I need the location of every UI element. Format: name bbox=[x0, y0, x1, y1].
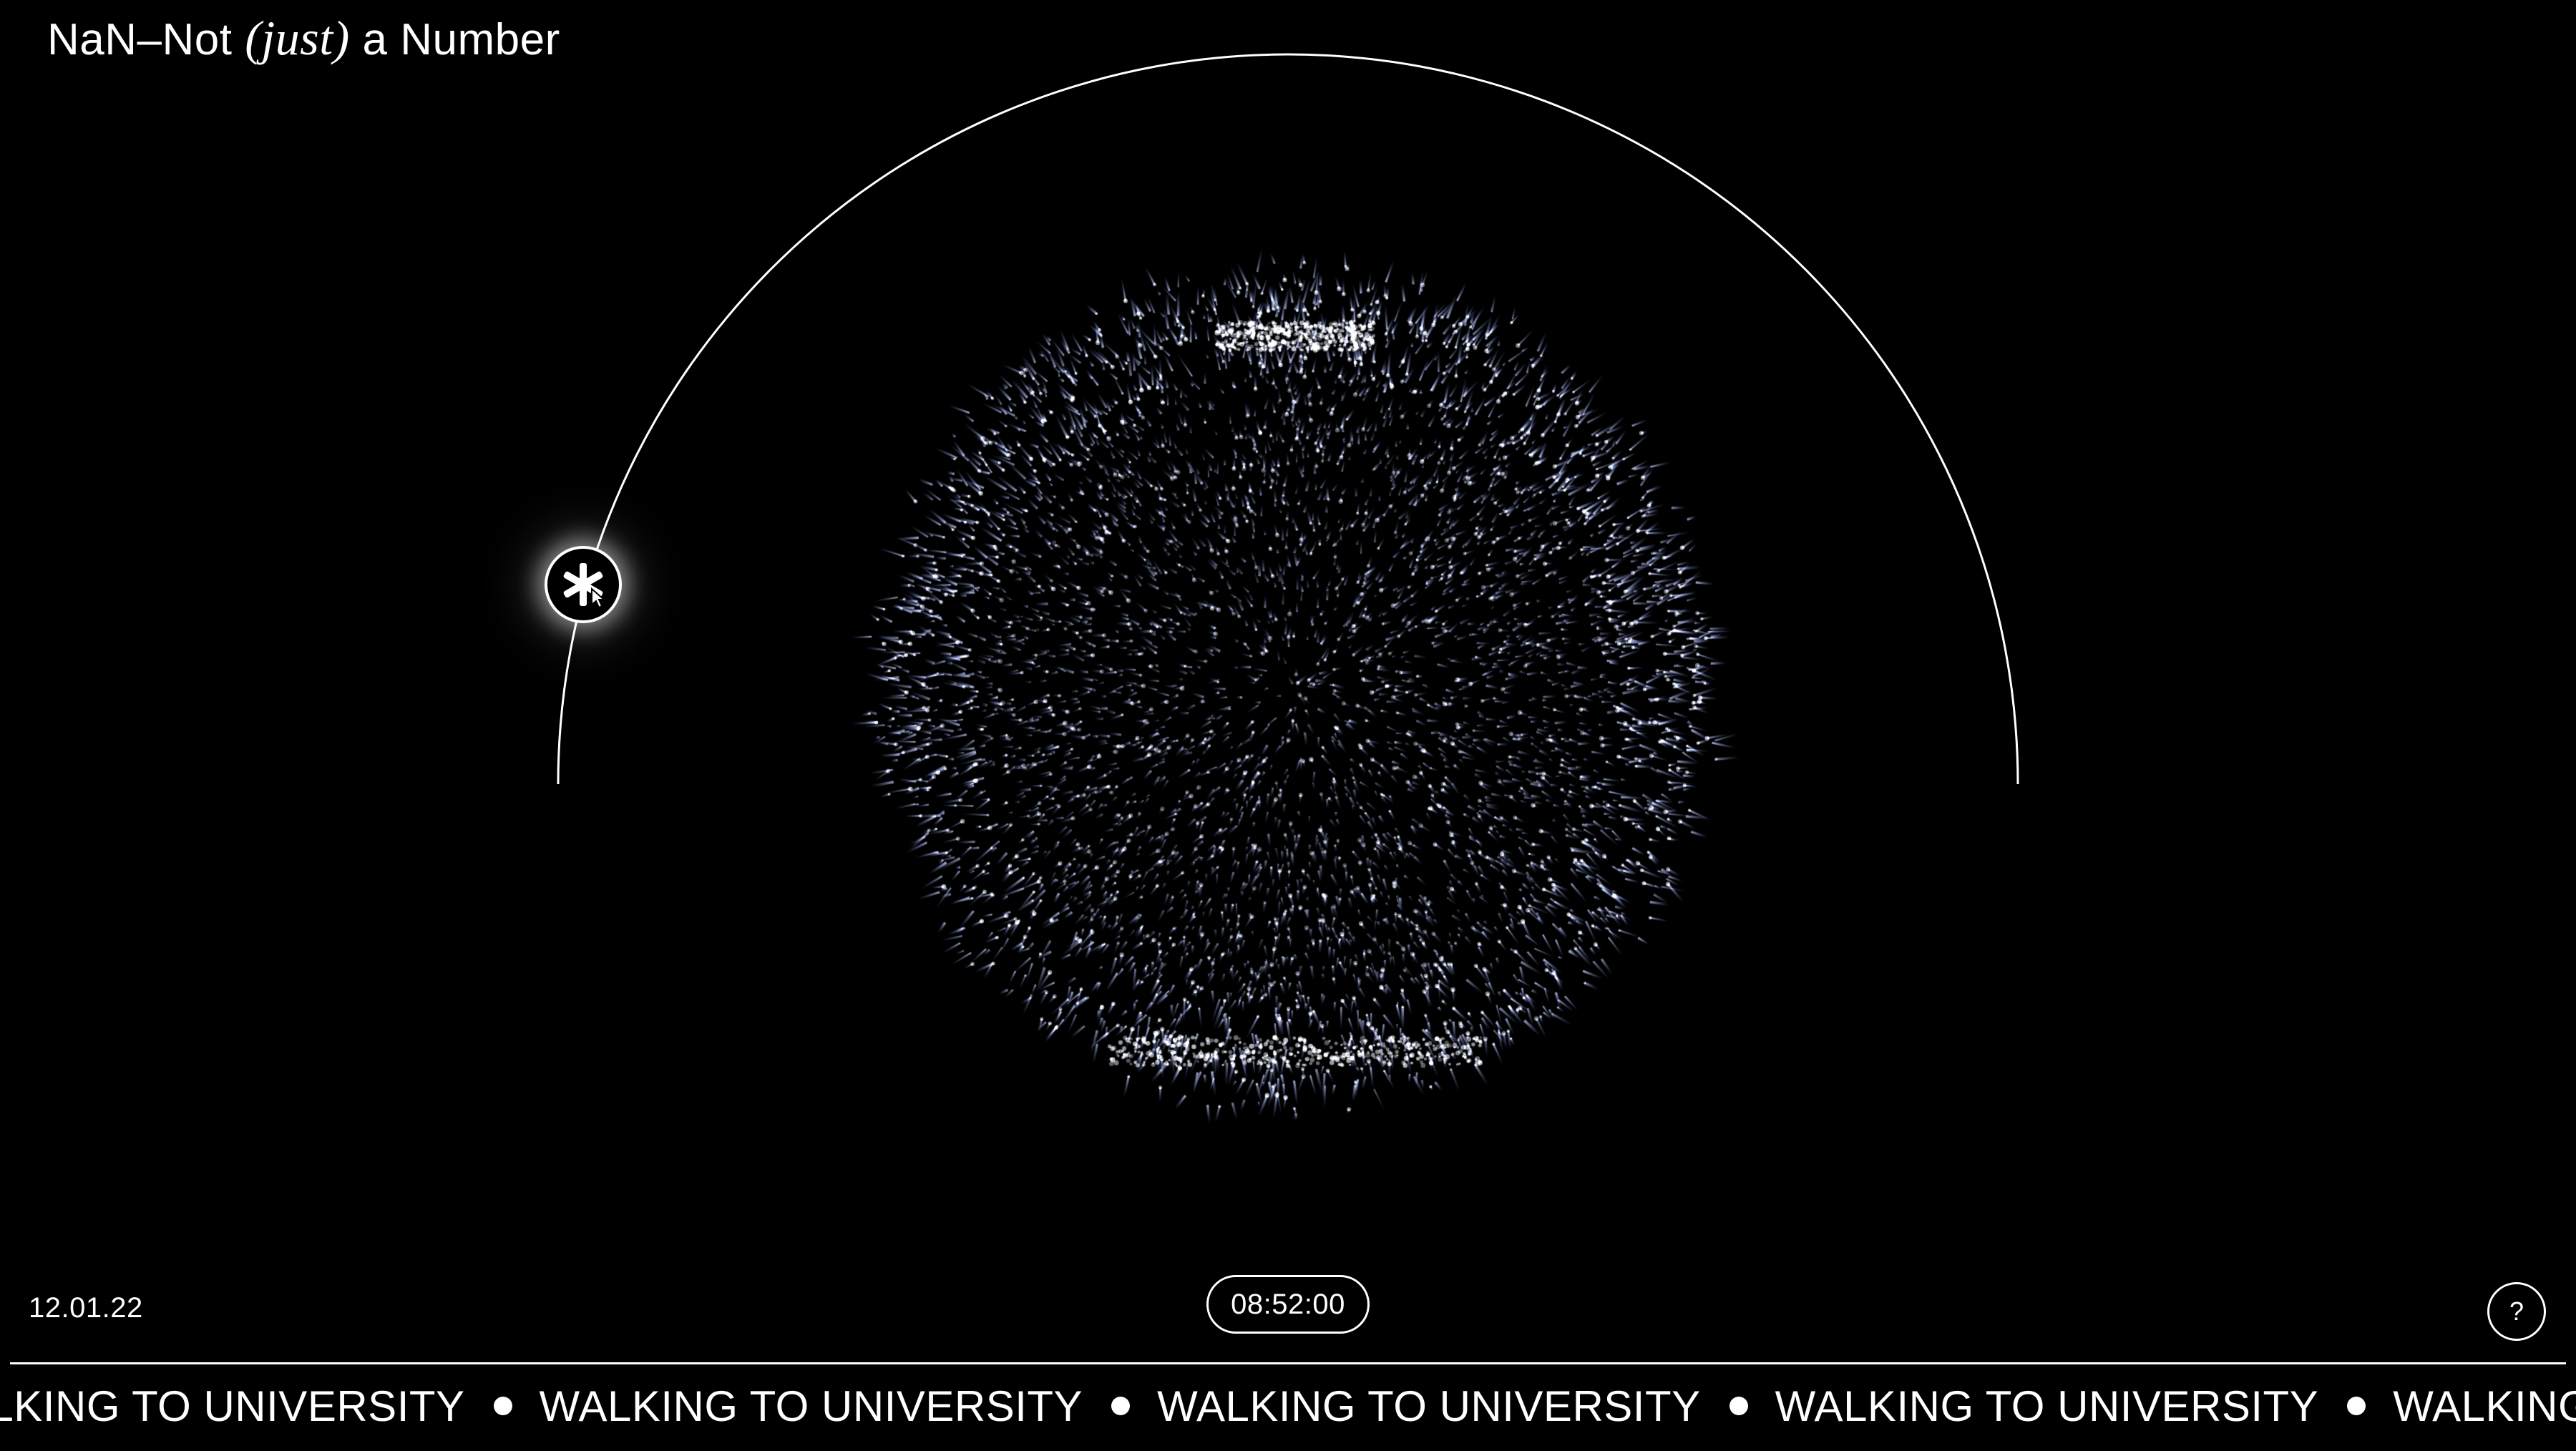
marquee-item: WALKING TO UNIVERSITY bbox=[1775, 1382, 2394, 1431]
marquee-track: WALKING TO UNIVERSITY WALKING TO UNIVERS… bbox=[0, 1381, 2576, 1431]
help-button[interactable]: ? bbox=[2487, 1282, 2546, 1341]
marquee-item: WALKING TO UNIVERSITY bbox=[2393, 1382, 2576, 1431]
marquee-item: WALKING TO UNIVERSITY bbox=[1157, 1382, 1775, 1431]
pointer-cursor-icon bbox=[591, 587, 606, 609]
asterisk-icon bbox=[563, 563, 606, 609]
bullet-dot-icon bbox=[1111, 1397, 1131, 1415]
bullet-dot-icon bbox=[493, 1397, 512, 1415]
marquee-text: WALKING TO UNIVERSITY bbox=[1157, 1382, 1701, 1430]
marquee-text: WALKING TO UNIVERSITY bbox=[539, 1382, 1083, 1430]
page-title: NaN–Not (just) a Number bbox=[47, 10, 560, 67]
bullet-dot-icon bbox=[2347, 1397, 2366, 1415]
marquee-text: WALKING TO UNIVERSITY bbox=[1775, 1382, 2319, 1430]
time-display[interactable]: 08:52:00 bbox=[1206, 1275, 1370, 1334]
activity-marquee: WALKING TO UNIVERSITY WALKING TO UNIVERS… bbox=[0, 1381, 2576, 1438]
time-value: 08:52:00 bbox=[1231, 1288, 1345, 1320]
marquee-text: WALKING TO UNIVERSITY bbox=[0, 1382, 465, 1430]
particle-sphere bbox=[844, 229, 1746, 1145]
title-suffix: a Number bbox=[349, 15, 560, 64]
date-label: 12.01.22 bbox=[29, 1292, 143, 1324]
marquee-text: WALKING TO UNIVERSITY bbox=[2393, 1382, 2576, 1430]
title-italic: (just) bbox=[245, 11, 350, 65]
marquee-item: WALKING TO UNIVERSITY bbox=[540, 1382, 1158, 1431]
timeline-arc-path bbox=[557, 53, 2019, 785]
footer-divider bbox=[10, 1362, 2566, 1364]
title-prefix: NaN–Not bbox=[47, 15, 245, 64]
help-icon: ? bbox=[2509, 1296, 2524, 1326]
bullet-dot-icon bbox=[1729, 1397, 1748, 1415]
timeline-knob[interactable] bbox=[545, 546, 622, 623]
marquee-item: WALKING TO UNIVERSITY bbox=[0, 1382, 540, 1431]
